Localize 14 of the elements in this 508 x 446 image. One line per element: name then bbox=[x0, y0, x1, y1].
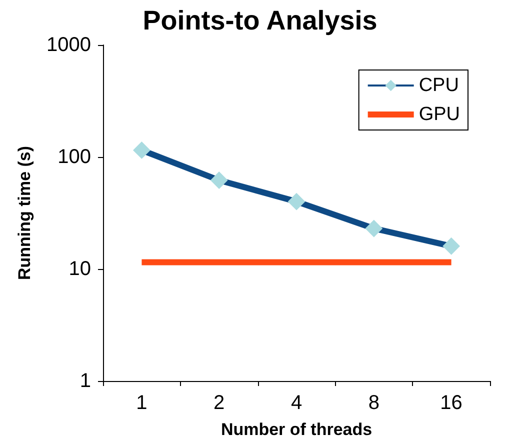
x-tick-label: 1 bbox=[136, 392, 148, 414]
x-tick-label: 16 bbox=[440, 392, 462, 414]
x-axis-title: Number of threads bbox=[220, 420, 372, 439]
y-tick-label: 1 bbox=[80, 370, 91, 392]
y-tick-label: 10 bbox=[68, 258, 91, 280]
y-tick-label: 100 bbox=[58, 146, 91, 168]
legend-label: GPU bbox=[418, 104, 460, 125]
y-axis-title: Running time (s) bbox=[15, 146, 34, 280]
y-tick-label: 1000 bbox=[46, 34, 91, 56]
x-tick-label: 2 bbox=[214, 392, 225, 414]
x-tick-label: 8 bbox=[368, 392, 380, 414]
x-tick-label: 4 bbox=[290, 392, 302, 414]
chart-title: Points-to Analysis bbox=[142, 6, 378, 36]
legend-label: CPU bbox=[418, 75, 459, 96]
